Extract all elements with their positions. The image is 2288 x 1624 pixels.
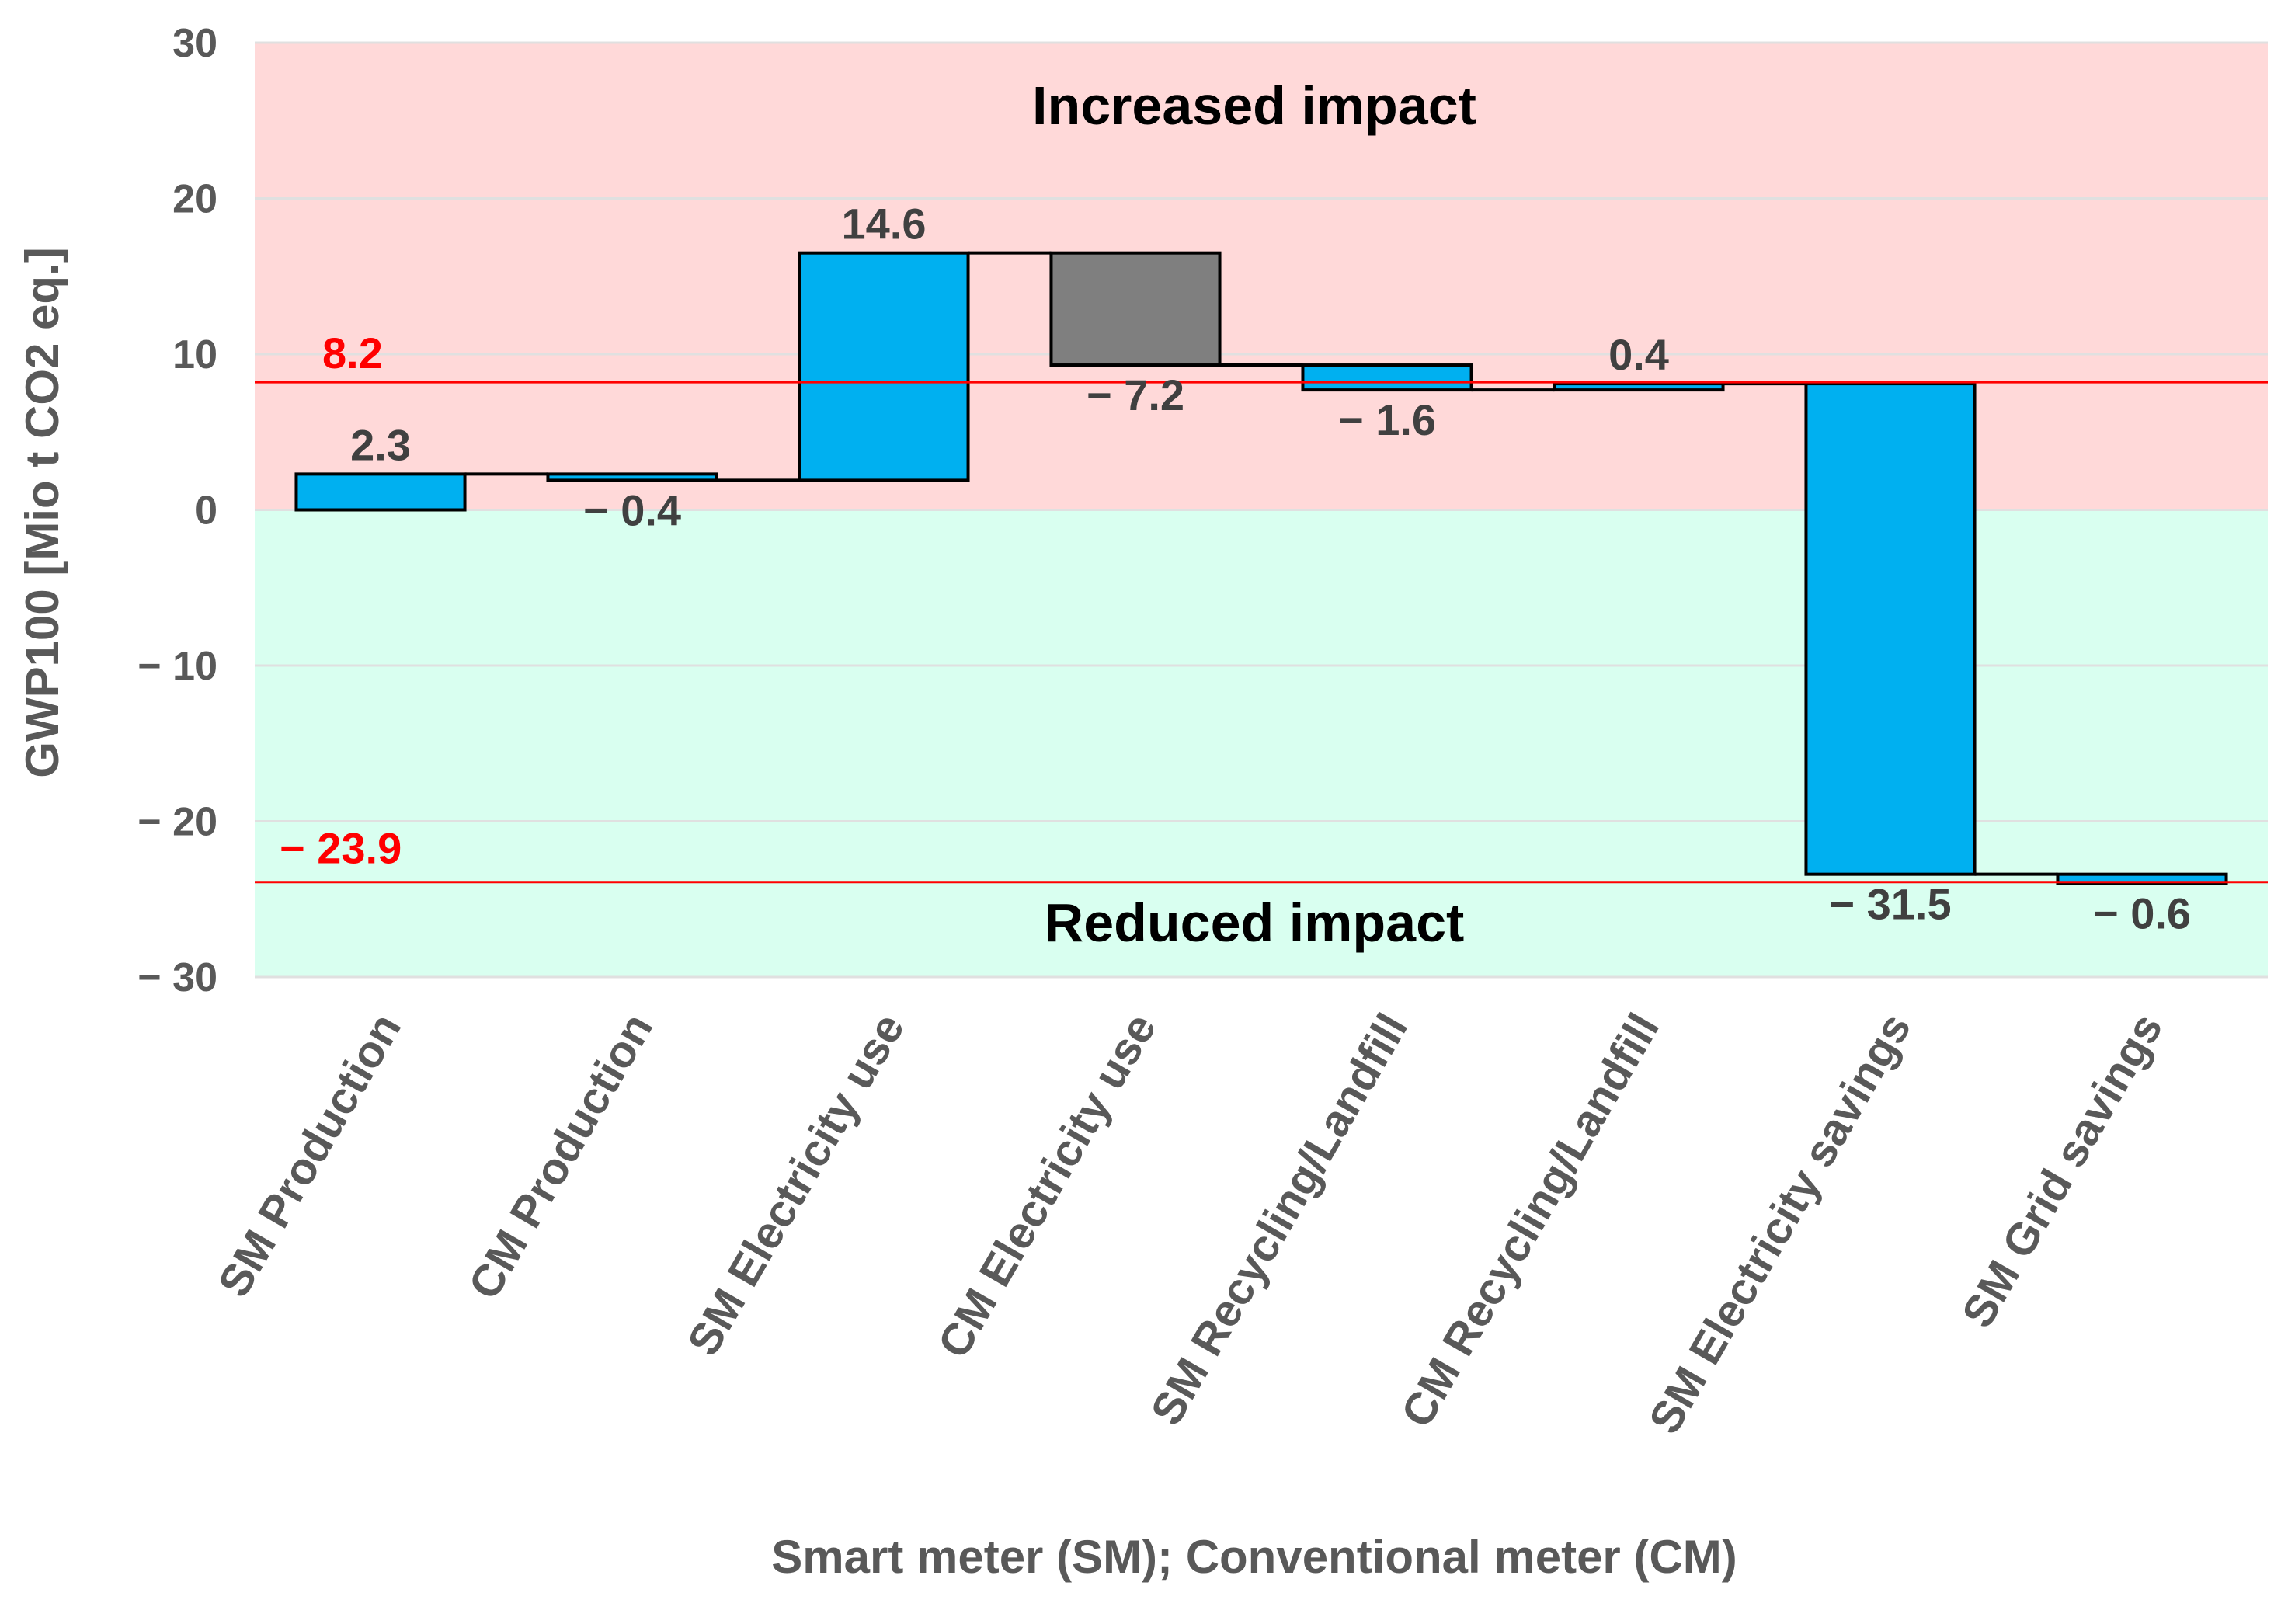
y-tick-label: 20: [172, 177, 217, 222]
data-label-0: 2.3: [350, 420, 411, 469]
bar-connectors: [464, 251, 2058, 876]
bar-5: [1553, 382, 1725, 392]
y-tick-label: − 20: [137, 800, 217, 845]
data-label-2: 14.6: [842, 200, 927, 249]
increased-impact-label: Increased impact: [1032, 75, 1476, 136]
bar-1: [546, 472, 718, 482]
x-axis-title: Smart meter (SM); Conventional meter (CM…: [771, 1531, 1737, 1583]
bar-3: [1049, 251, 1222, 367]
bar-0: [294, 472, 467, 512]
reference-line-label-1: − 23.9: [280, 824, 402, 873]
bar-2: [798, 251, 970, 482]
reference-line-label-0: 8.2: [322, 329, 383, 377]
y-tick-label: 0: [195, 489, 217, 534]
data-label-5: 0.4: [1608, 330, 1669, 379]
bar-6: [1804, 382, 1977, 876]
reduced-impact-label: Reduced impact: [1045, 892, 1465, 953]
data-label-3: − 7.2: [1087, 370, 1184, 419]
bar-4: [1301, 363, 1473, 392]
y-tick-label: − 10: [137, 644, 217, 689]
y-axis-ticks: 30 20 10 0 − 10 − 20 − 30: [137, 21, 217, 1000]
y-tick-label: 10: [172, 332, 217, 377]
data-label-7: − 0.6: [2093, 889, 2191, 938]
data-labels: 2.3 − 0.4 14.6 − 7.2 − 1.6 0.4 − 31.5 − 0.6: [350, 200, 2191, 938]
gridlines: [255, 41, 2268, 979]
bars: [294, 251, 2228, 885]
reference-lines: 8.2 − 23.9: [255, 329, 2268, 884]
data-label-1: − 0.4: [583, 485, 681, 534]
y-tick-label: 30: [172, 21, 217, 66]
data-label-4: − 1.6: [1338, 395, 1436, 444]
data-label-6: − 31.5: [1829, 880, 1951, 929]
y-tick-label: − 30: [137, 955, 217, 1000]
y-axis-title: GWP100 [Mio t CO2 eq.]: [16, 247, 68, 777]
